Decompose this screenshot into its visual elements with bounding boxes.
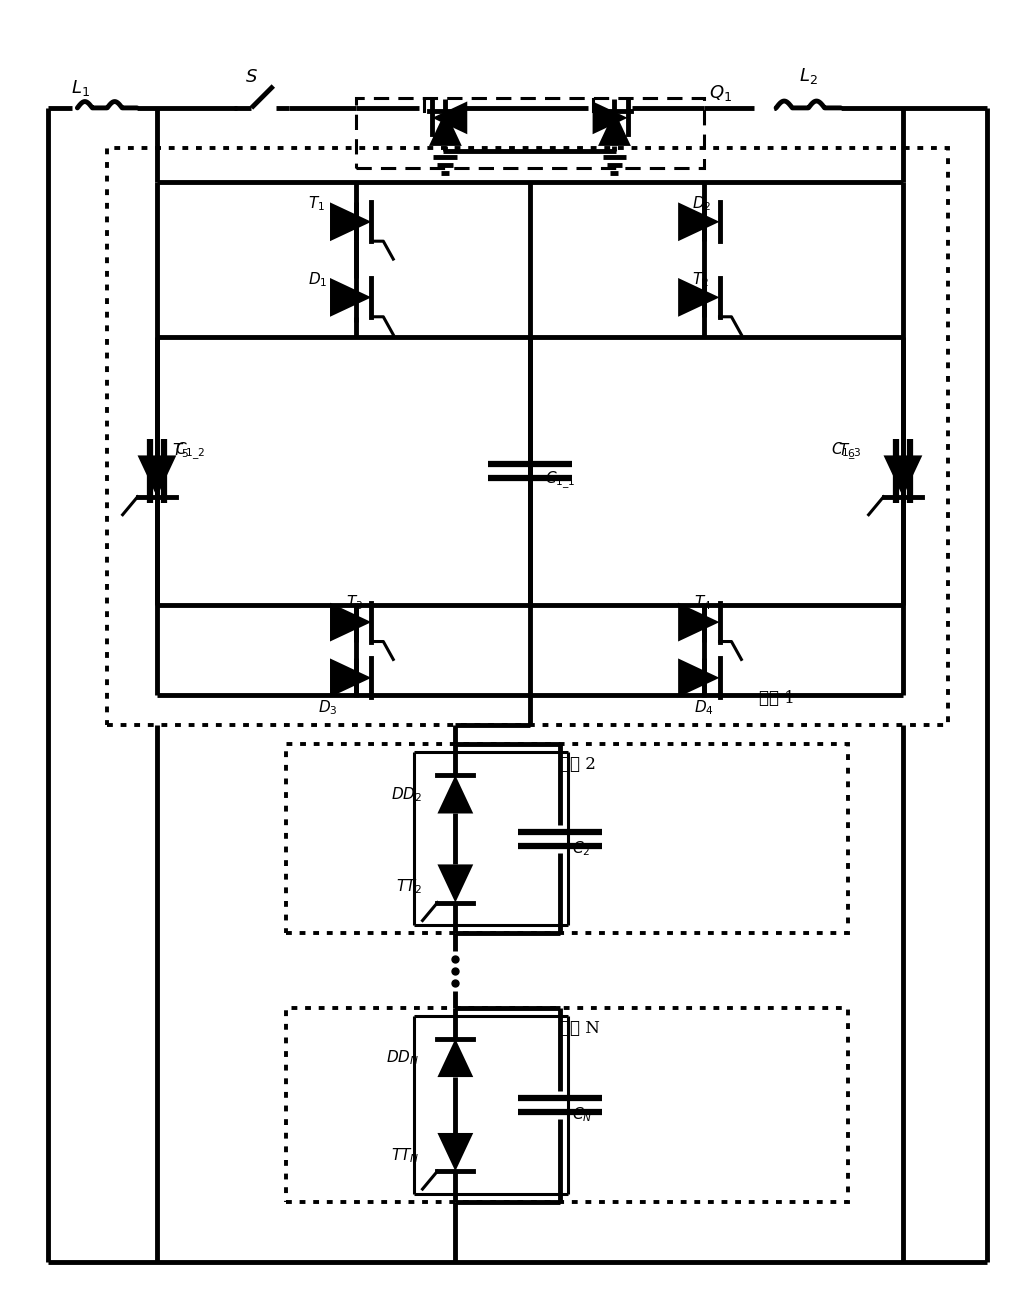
Bar (287, 744, 849, 934)
Text: $D_4$: $D_4$ (694, 698, 714, 717)
Polygon shape (593, 102, 627, 134)
Bar (287, 1007, 849, 1202)
Text: $D_1$: $D_1$ (308, 270, 328, 289)
Text: $C_2$: $C_2$ (571, 840, 590, 858)
Text: $C_{1\_3}$: $C_{1\_3}$ (831, 441, 862, 462)
Text: 模块 N: 模块 N (560, 1020, 599, 1037)
Text: $C_{1\_2}$: $C_{1\_2}$ (175, 441, 205, 462)
Text: $DD_N$: $DD_N$ (386, 1049, 419, 1067)
Polygon shape (330, 658, 372, 697)
Polygon shape (678, 203, 719, 241)
Text: $TT_2$: $TT_2$ (395, 877, 422, 897)
Polygon shape (330, 602, 372, 641)
Polygon shape (678, 658, 719, 697)
Polygon shape (138, 455, 176, 497)
Text: $C_N$: $C_N$ (571, 1106, 592, 1125)
Text: $C_{1\_1}$: $C_{1\_1}$ (544, 471, 575, 491)
Text: $L_2$: $L_2$ (799, 66, 818, 86)
Polygon shape (678, 277, 719, 317)
Polygon shape (428, 111, 462, 146)
Text: $S$: $S$ (245, 68, 258, 86)
Text: 模块 1: 模块 1 (759, 690, 795, 707)
Polygon shape (330, 203, 372, 241)
Polygon shape (438, 864, 473, 903)
Bar (108, 147, 948, 725)
Text: $T_2$: $T_2$ (692, 270, 709, 289)
Text: $L_1$: $L_1$ (71, 77, 90, 98)
Text: $Q_1$: $Q_1$ (709, 83, 732, 103)
Text: $T_1$: $T_1$ (308, 195, 325, 213)
Polygon shape (438, 775, 473, 814)
Polygon shape (438, 1038, 473, 1077)
Text: $T_5$: $T_5$ (172, 441, 189, 461)
Bar (356, 98, 704, 168)
Polygon shape (678, 602, 719, 641)
Text: $TT_N$: $TT_N$ (390, 1146, 419, 1165)
Polygon shape (438, 1133, 473, 1171)
Text: $T_3$: $T_3$ (346, 593, 363, 611)
Text: $D_3$: $D_3$ (318, 698, 337, 717)
Polygon shape (330, 277, 372, 317)
Polygon shape (884, 455, 922, 497)
Text: 模块 2: 模块 2 (560, 756, 596, 774)
Text: $D_2$: $D_2$ (692, 195, 711, 213)
Polygon shape (598, 111, 631, 146)
Polygon shape (433, 102, 467, 134)
Text: $DD_2$: $DD_2$ (390, 784, 422, 804)
Text: $T_4$: $T_4$ (694, 593, 711, 611)
Text: $T_6$: $T_6$ (838, 441, 856, 461)
